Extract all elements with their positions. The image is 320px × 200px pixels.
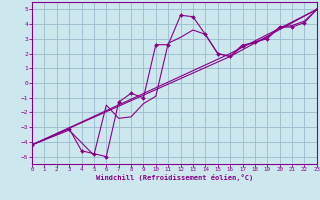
X-axis label: Windchill (Refroidissement éolien,°C): Windchill (Refroidissement éolien,°C): [96, 174, 253, 181]
